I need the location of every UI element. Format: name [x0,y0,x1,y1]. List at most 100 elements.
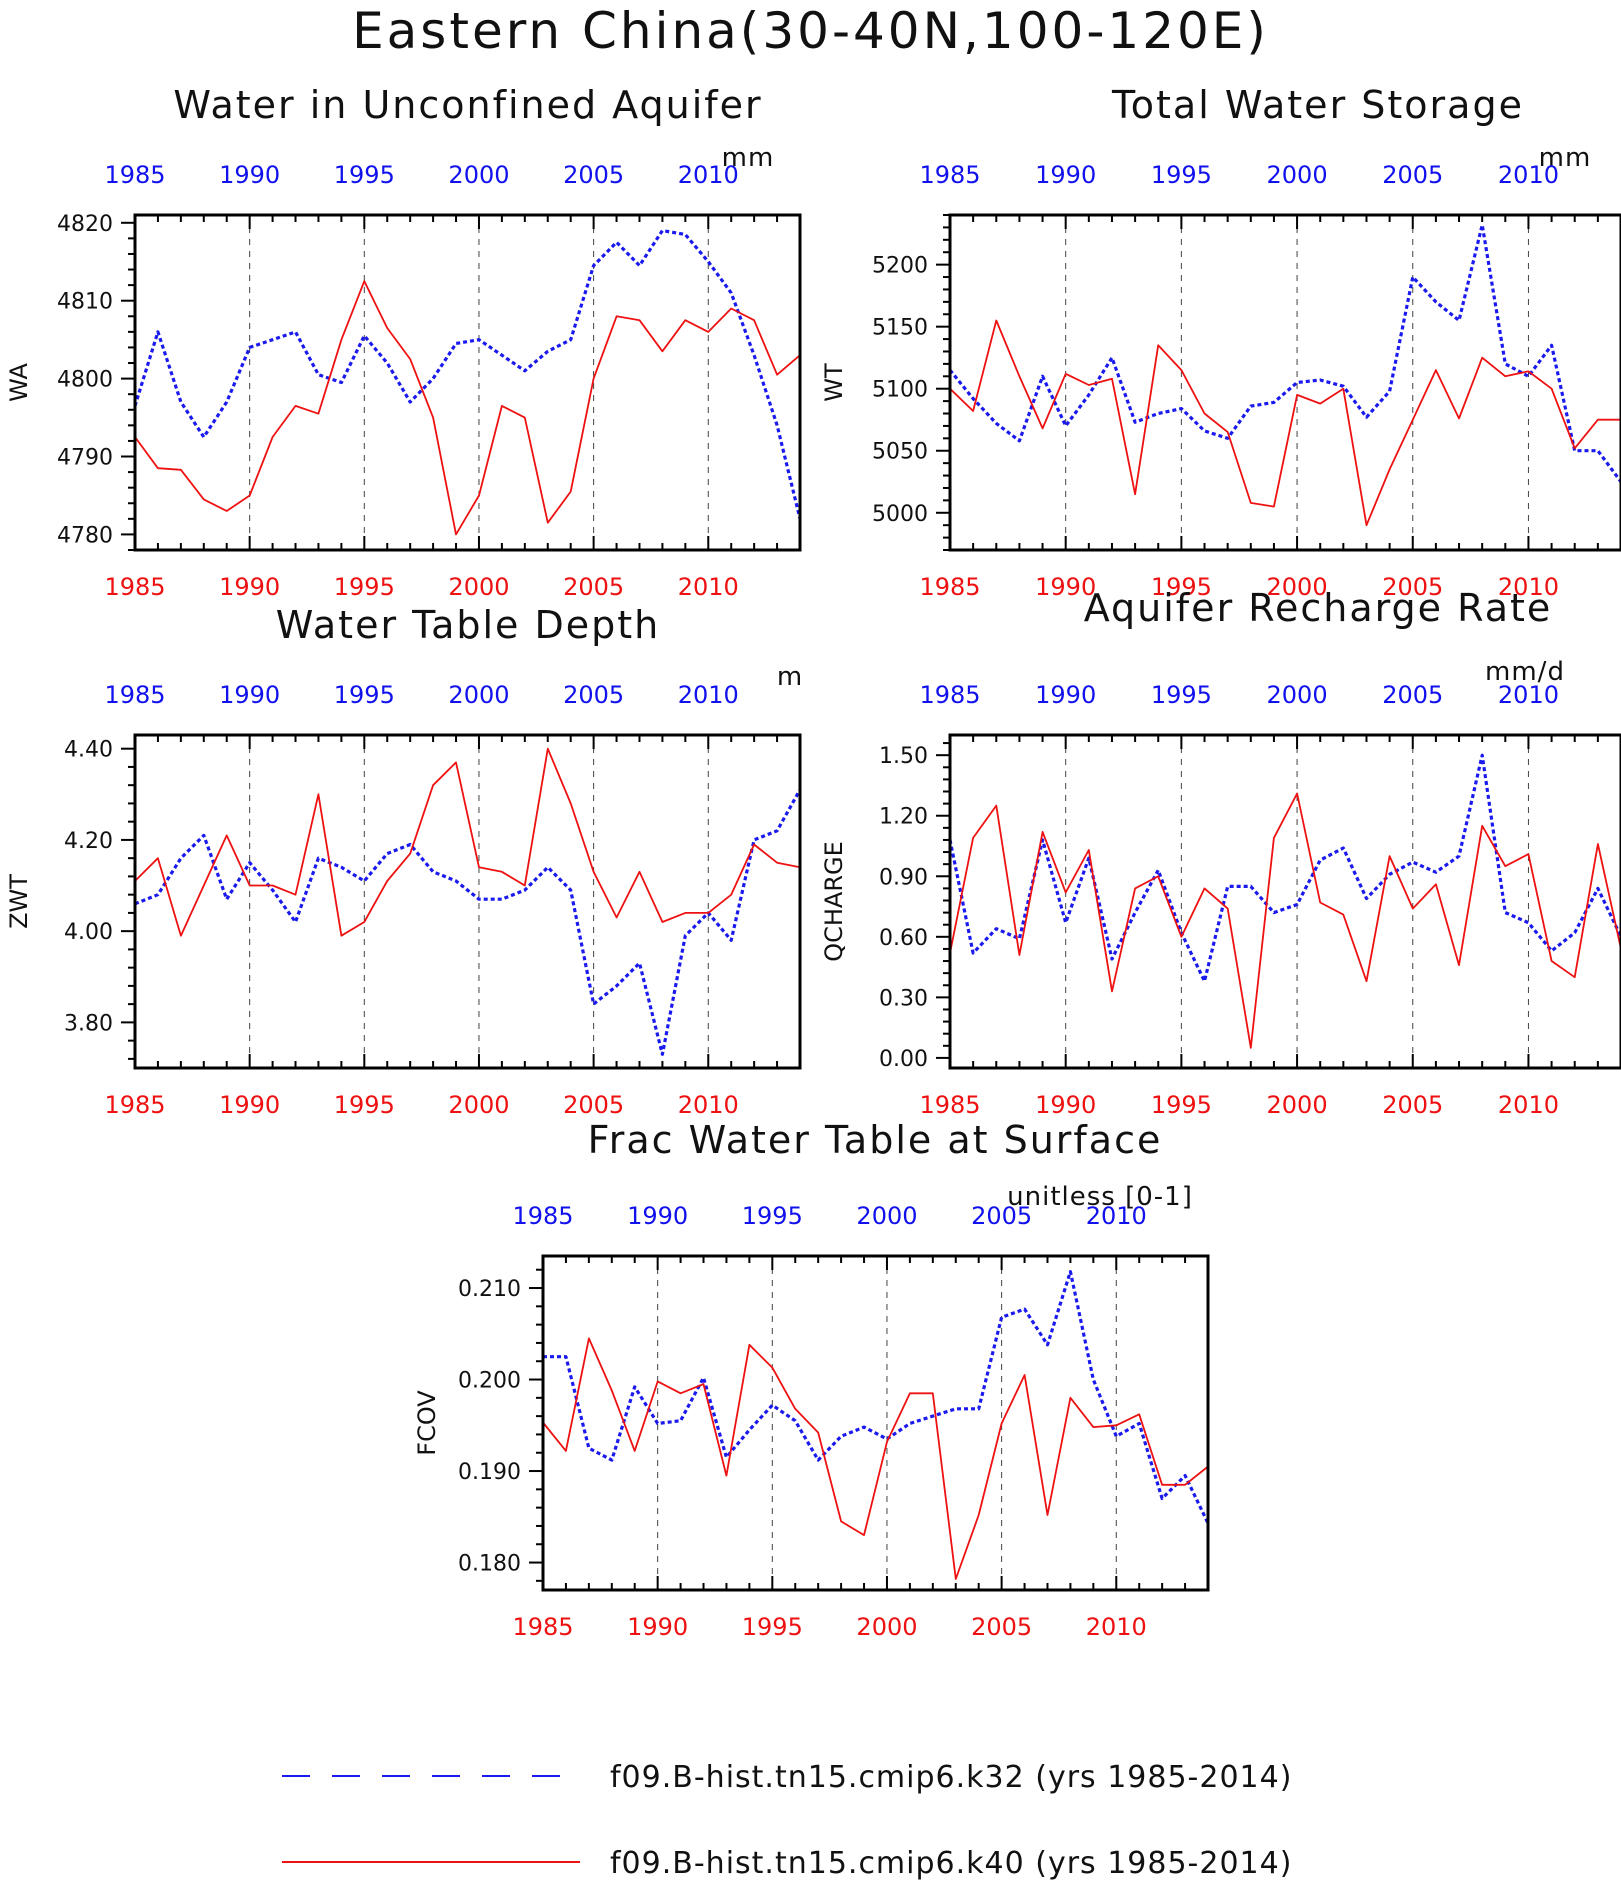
units-label: m [777,662,803,692]
y-tick-label: 4800 [57,368,113,393]
x-tick-label-bottom: 2005 [1382,573,1443,601]
y-tick-label: 4.40 [64,738,113,763]
series-line-k40 [134,747,801,937]
x-tick-label-bottom: 2005 [563,1091,624,1119]
plot-frame [133,733,802,1070]
x-tick-label-bottom: 1990 [1035,573,1096,601]
y-axis-label: FCOV [413,1390,441,1456]
series-line-k40 [542,1337,1209,1580]
x-tick-label-top: 1990 [219,161,280,189]
y-tick-label: 0.200 [458,1369,521,1394]
x-tick-label-bottom: 2010 [678,1091,739,1119]
x-tick-label-top: 1990 [627,1202,688,1230]
series-line-k40 [949,319,1621,527]
y-axis-label: WA [5,363,33,402]
x-tick-label-top: 1995 [334,681,395,709]
x-tick-label-bottom: 1985 [919,1091,980,1119]
y-tick-label: 0.00 [879,1047,928,1072]
x-tick-label-top: 2010 [678,161,739,189]
x-tick-label-bottom: 1985 [512,1613,573,1641]
x-tick-label-top: 1995 [742,1202,803,1230]
y-tick-label: 5200 [872,254,928,279]
x-tick-label-bottom: 2000 [448,573,509,601]
x-tick-label-top: 1985 [104,681,165,709]
x-tick-label-bottom: 1985 [919,573,980,601]
x-tick-label-bottom: 2005 [1382,1091,1443,1119]
x-tick-label-top: 2000 [1267,161,1328,189]
series-line-k40 [134,280,801,536]
units-label: mm [722,143,775,173]
plot-frame [541,1254,1210,1592]
plot-frame [948,213,1621,552]
panel-title: Water in Unconfined Aquifer [173,83,762,127]
series-line-k32 [948,223,1621,483]
series-line-k32 [134,788,802,1056]
x-tick-label-bottom: 2000 [856,1613,917,1641]
x-tick-label-top: 1995 [334,161,395,189]
x-tick-label-bottom: 2010 [1086,1613,1147,1641]
panel-title: Water Table Depth [276,603,661,647]
y-tick-label: 5000 [872,502,928,527]
x-tick-label-top: 2010 [1086,1202,1147,1230]
panel-1: Water in Unconfined Aquifer mm WA 1985 1985 1… [5,83,802,601]
x-tick-label-top: 1985 [919,681,980,709]
x-tick-label-top: 1985 [919,161,980,189]
y-tick-label: 4810 [57,290,113,315]
y-tick-label: 4820 [57,212,113,237]
y-axis-label: ZWT [5,874,33,929]
y-tick-label: 4.20 [64,829,113,854]
panel-title: Total Water Storage [1111,83,1524,127]
x-tick-label-top: 1985 [104,161,165,189]
x-tick-label-top: 2005 [563,681,624,709]
y-tick-label: 0.210 [458,1277,521,1302]
x-tick-label-top: 1990 [219,681,280,709]
y-tick-label: 5150 [872,316,928,341]
y-tick-label: 4.00 [64,920,113,945]
x-tick-label-top: 2005 [1382,161,1443,189]
x-tick-label-top: 2000 [856,1202,917,1230]
main-title: Eastern China(30-40N,100-120E) [352,2,1269,60]
x-tick-label-bottom: 1990 [219,1091,280,1119]
x-tick-label-bottom: 1990 [1035,1091,1096,1119]
x-tick-label-top: 2000 [448,681,509,709]
units-label: mm [1539,143,1592,173]
x-tick-label-bottom: 2010 [1498,1091,1559,1119]
series-line-k32 [948,753,1621,983]
plot-frame [133,213,802,552]
panel-title: Aquifer Recharge Rate [1084,586,1553,630]
x-tick-label-bottom: 2000 [1267,573,1328,601]
units-label: unitless [0-1] [1007,1182,1193,1212]
y-tick-label: 0.60 [879,926,928,951]
plot-frame [948,733,1621,1070]
y-tick-label: 4780 [57,523,113,548]
x-tick-label-top: 2005 [1382,681,1443,709]
x-tick-label-bottom: 2010 [1498,573,1559,601]
x-tick-label-bottom: 2005 [563,573,624,601]
x-tick-label-bottom: 1985 [104,573,165,601]
x-tick-label-bottom: 2000 [448,1091,509,1119]
y-axis-label: WT [820,363,848,402]
x-tick-label-bottom: 1995 [1151,573,1212,601]
panel-2: Total Water Storage mm WT 1985 1985 1990 1990 1… [820,83,1621,601]
y-tick-label: 0.190 [458,1460,521,1485]
y-tick-label: 1.50 [879,744,928,769]
x-tick-label-bottom: 1990 [627,1613,688,1641]
x-tick-label-bottom: 1995 [334,573,395,601]
x-tick-label-top: 2005 [971,1202,1032,1230]
x-tick-label-top: 1990 [1035,681,1096,709]
x-tick-label-bottom: 2005 [971,1613,1032,1641]
x-tick-label-bottom: 2010 [678,573,739,601]
y-tick-label: 0.180 [458,1552,521,1577]
series-line-k32 [543,1269,1210,1524]
legend-label-2: f09.B-hist.tn15.cmip6.k40 (yrs 1985-2014… [610,1846,1292,1881]
x-tick-label-top: 1995 [1151,681,1212,709]
x-tick-label-top: 2000 [1267,681,1328,709]
y-tick-label: 5100 [872,378,928,403]
y-tick-label: 0.30 [879,986,928,1011]
y-tick-label: 3.80 [64,1011,113,1036]
panel-4: Aquifer Recharge Rate mm/d QCHARGE 1985 1985… [820,586,1621,1119]
x-tick-label-top: 2010 [1498,161,1559,189]
y-tick-label: 5050 [872,440,928,465]
x-tick-label-top: 2010 [678,681,739,709]
